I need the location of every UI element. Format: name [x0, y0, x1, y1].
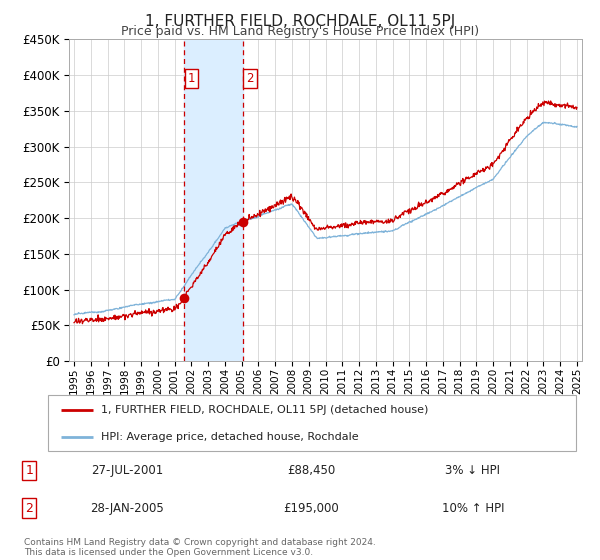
Text: 1: 1 — [188, 72, 195, 85]
Text: Price paid vs. HM Land Registry's House Price Index (HPI): Price paid vs. HM Land Registry's House … — [121, 25, 479, 38]
Text: HPI: Average price, detached house, Rochdale: HPI: Average price, detached house, Roch… — [101, 432, 358, 442]
Text: 3% ↓ HPI: 3% ↓ HPI — [445, 464, 500, 477]
Text: 1, FURTHER FIELD, ROCHDALE, OL11 5PJ (detached house): 1, FURTHER FIELD, ROCHDALE, OL11 5PJ (de… — [101, 405, 428, 416]
Text: 1: 1 — [25, 464, 33, 477]
Text: £195,000: £195,000 — [284, 502, 340, 515]
Text: £88,450: £88,450 — [287, 464, 335, 477]
Text: Contains HM Land Registry data © Crown copyright and database right 2024.
This d: Contains HM Land Registry data © Crown c… — [24, 538, 376, 557]
Text: 2: 2 — [25, 502, 33, 515]
Bar — [184, 39, 243, 361]
Text: 1, FURTHER FIELD, ROCHDALE, OL11 5PJ: 1, FURTHER FIELD, ROCHDALE, OL11 5PJ — [145, 14, 455, 29]
Text: 2: 2 — [247, 72, 254, 85]
Text: 28-JAN-2005: 28-JAN-2005 — [91, 502, 164, 515]
Text: 27-JUL-2001: 27-JUL-2001 — [91, 464, 163, 477]
Text: 10% ↑ HPI: 10% ↑ HPI — [442, 502, 504, 515]
